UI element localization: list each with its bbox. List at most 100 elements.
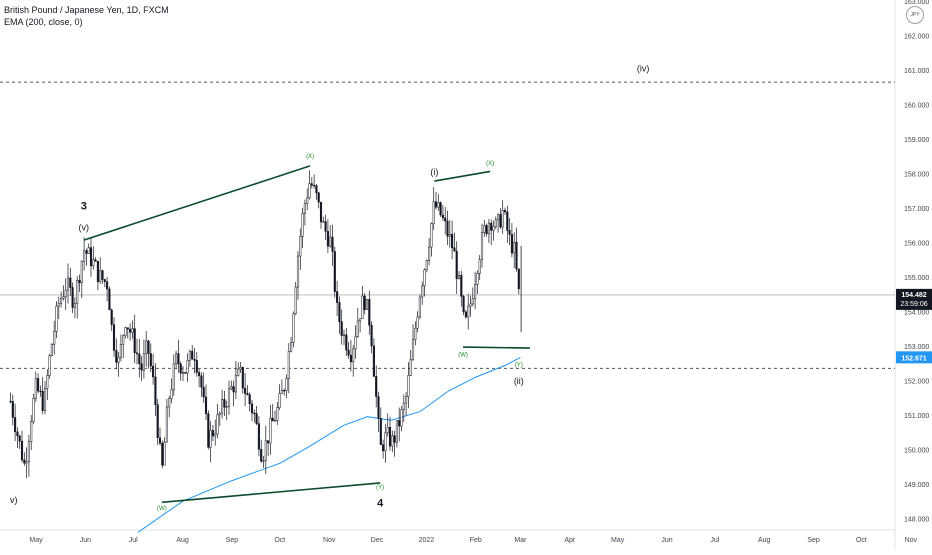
candle-body [483, 225, 486, 233]
candle-body [230, 386, 233, 390]
wave-label[interactable]: (W) [157, 506, 167, 512]
wave-label[interactable]: (i) [430, 167, 438, 177]
trend-line[interactable] [463, 346, 530, 349]
trend-line[interactable] [434, 170, 491, 182]
candle-body [414, 327, 417, 340]
x-tick-label: Dec [371, 537, 384, 544]
candle-body [55, 305, 58, 332]
candle-body [23, 459, 26, 464]
candle-body [441, 214, 444, 219]
candle-body [168, 398, 171, 408]
candle-body [198, 372, 201, 377]
candle-body [503, 210, 507, 213]
price-axis[interactable]: 148.000 149.000 150.000 151.000 152.000 153.0… [904, 0, 929, 524]
ema-200-line[interactable] [137, 356, 521, 533]
candle-body [517, 268, 520, 290]
candle-body [409, 358, 412, 376]
candle-body [338, 302, 341, 323]
wave-label[interactable]: (v) [79, 222, 90, 232]
candle-body [467, 305, 470, 318]
wave-label[interactable]: (iv) [637, 64, 650, 74]
candle-body [147, 340, 150, 354]
x-tick-label: Oct [856, 537, 867, 544]
candle-body [508, 230, 511, 235]
candle-body [283, 390, 286, 392]
candle-body [464, 311, 467, 318]
candle-body [446, 220, 449, 237]
legend-indicator[interactable]: EMA (200, close, 0) [4, 17, 83, 27]
candle-body [460, 275, 463, 297]
candle-body [444, 217, 447, 222]
wave-label[interactable]: 4 [377, 497, 384, 509]
candle-body [177, 353, 180, 365]
candle-body [223, 399, 226, 408]
candle-body [216, 414, 219, 435]
time-axis[interactable]: May Jun Jul Aug Sep Oct Nov Dec 2022 Feb Mar Apr May… [29, 537, 917, 544]
x-tick-label: Oct [274, 537, 285, 544]
wave-label[interactable]: (X) [486, 161, 494, 167]
candle-body [278, 393, 281, 408]
candle-body [499, 214, 502, 228]
candle-body [106, 281, 109, 290]
trend-line[interactable] [161, 482, 381, 504]
candle-body [161, 442, 164, 466]
candle-body [76, 279, 79, 304]
candle-body [260, 449, 263, 462]
x-tick-label: Feb [470, 537, 482, 544]
candle-body [156, 404, 159, 438]
candle-body [501, 210, 504, 228]
candle-body [287, 350, 290, 379]
candle-body [200, 375, 203, 388]
candle-body [207, 413, 210, 448]
candle-body [188, 350, 191, 361]
candle-body [462, 296, 465, 313]
y-tick-label: 157.000 [904, 206, 929, 213]
wave-label[interactable]: (Y) [515, 363, 523, 369]
candle-body [400, 409, 403, 427]
candle-body [184, 372, 187, 374]
candle-body [494, 219, 497, 228]
candle-body [391, 435, 394, 447]
wave-label[interactable]: 3 [81, 201, 87, 213]
candle-body [469, 303, 472, 307]
candle-body [179, 363, 182, 374]
candle-body [418, 296, 421, 318]
candle-body [41, 391, 44, 411]
candle-body [377, 396, 380, 419]
candle-body [193, 358, 196, 361]
candle-body [237, 368, 240, 376]
candle-body [267, 440, 270, 444]
candle-body [439, 202, 442, 216]
wave-label[interactable]: (W) [458, 352, 468, 358]
x-tick-label: Jun [661, 537, 672, 544]
candle-body [16, 431, 19, 437]
candle-body [273, 420, 277, 422]
candle-body [428, 246, 431, 261]
candle-body [11, 401, 14, 418]
y-tick-label: 159.000 [904, 137, 929, 144]
trend-line[interactable] [83, 165, 311, 241]
y-tick-label: 162.000 [904, 34, 929, 41]
y-tick-label: 153.000 [904, 344, 929, 351]
wave-label[interactable]: (X) [306, 154, 314, 160]
y-tick-label: 151.000 [904, 413, 929, 420]
legend-symbol[interactable]: British Pound / Japanese Yen, 1D, FXCM [4, 5, 169, 15]
candle-body [78, 279, 81, 284]
wave-label[interactable]: (ii) [514, 376, 524, 386]
candle-body [37, 378, 40, 392]
candle-body [175, 353, 178, 365]
candle-body [313, 184, 316, 187]
candle-body [398, 420, 401, 427]
ema-price-value: 152.671 [901, 355, 926, 362]
candle-body [158, 437, 162, 444]
candle-body [356, 320, 359, 337]
candle-body [497, 214, 500, 221]
candle-body [285, 378, 288, 391]
candle-body [372, 345, 375, 377]
wave-label[interactable]: v) [10, 495, 18, 505]
candle-body [329, 236, 332, 247]
wave-label[interactable]: (Y) [376, 485, 384, 491]
candle-body [244, 387, 247, 394]
